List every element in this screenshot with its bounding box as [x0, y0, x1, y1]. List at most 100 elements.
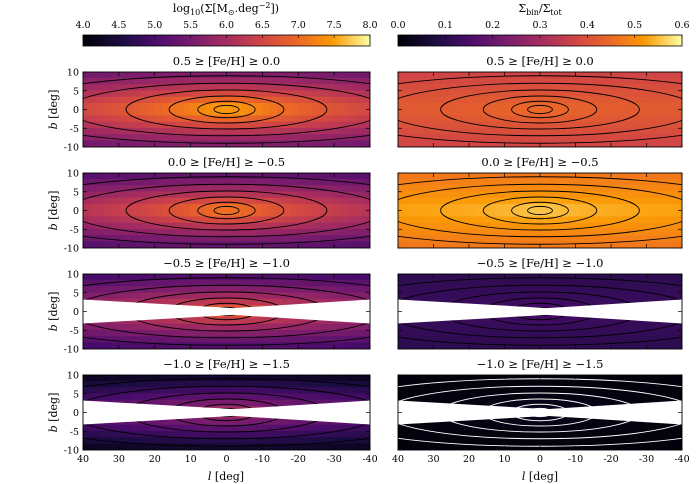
- heat-cell: [582, 424, 591, 432]
- heat-cell: [247, 241, 256, 248]
- heat-cell: [419, 109, 427, 117]
- heat-cell: [546, 430, 555, 438]
- heat-cell: [226, 228, 235, 236]
- heat-cell: [617, 286, 626, 294]
- heat-cell: [147, 185, 156, 193]
- heat-cell: [539, 173, 548, 180]
- heat-cell: [197, 241, 206, 248]
- heat-cell: [497, 437, 505, 445]
- heat-cell: [568, 134, 576, 142]
- heat-cell: [419, 185, 427, 193]
- heat-cell: [290, 210, 299, 218]
- heat-cell: [653, 121, 662, 129]
- heat-cell: [532, 387, 541, 395]
- heat-cell: [247, 380, 256, 388]
- heat-cell: [175, 96, 184, 104]
- heat-cell: [398, 115, 406, 123]
- heat-cell: [111, 121, 120, 129]
- heat-cell: [89, 443, 98, 450]
- heat-cell: [319, 286, 328, 294]
- heat-cell: [247, 178, 256, 186]
- heat-cell: [305, 203, 314, 211]
- heat-cell: [297, 134, 306, 142]
- heat-cell: [404, 77, 413, 85]
- heat-cell: [147, 418, 156, 426]
- heat-cell: [553, 121, 562, 129]
- heat-cell: [319, 430, 328, 438]
- heat-cell: [154, 393, 163, 401]
- heat-cell: [511, 115, 520, 123]
- heat-cell: [632, 134, 640, 142]
- heat-cell: [553, 109, 562, 117]
- heat-cell: [546, 115, 555, 123]
- heat-cell: [419, 203, 427, 211]
- heat-cell: [511, 329, 520, 337]
- heat-cell: [660, 173, 669, 180]
- heat-cell: [511, 203, 520, 211]
- heat-cell: [411, 102, 420, 110]
- heat-cell: [632, 140, 640, 147]
- heat-cell: [89, 185, 98, 193]
- heat-cell: [83, 342, 91, 349]
- heat-cell: [305, 393, 314, 401]
- contour-line: [482, 196, 598, 225]
- heat-cell: [398, 443, 406, 450]
- heat-cell: [276, 102, 285, 110]
- heat-cell: [190, 140, 199, 147]
- heat-cell: [254, 317, 263, 325]
- heat-cell: [518, 77, 527, 85]
- heat-cell: [240, 279, 249, 287]
- heat-cell: [426, 84, 434, 92]
- heat-cell: [297, 424, 306, 432]
- heat-cell: [305, 178, 314, 186]
- heat-cell: [226, 222, 235, 230]
- heat-cell: [610, 286, 619, 294]
- heat-cell: [639, 203, 647, 211]
- heat-cell: [247, 90, 256, 98]
- heat-cell: [211, 90, 220, 98]
- heat-cell: [461, 443, 470, 450]
- heat-cell: [497, 279, 505, 287]
- heat-cell: [440, 109, 449, 117]
- heat-cell: [154, 90, 163, 98]
- heat-cell: [482, 342, 491, 349]
- colorbar-density-title: log10(Σ[M⊙.deg−2]): [173, 1, 279, 17]
- heat-cell: [161, 430, 170, 438]
- heat-cell: [454, 115, 463, 123]
- heat-cell: [426, 203, 434, 211]
- heat-cell: [490, 380, 498, 388]
- heat-cell: [667, 424, 676, 432]
- heat-cell: [511, 336, 520, 344]
- heat-cell: [426, 178, 434, 186]
- heat-cell: [490, 84, 498, 92]
- heat-cell: [240, 430, 249, 438]
- heat-cell: [348, 329, 357, 337]
- heat-cell: [497, 228, 505, 236]
- heat-cell: [440, 72, 449, 79]
- heat-cell: [104, 121, 113, 129]
- heat-cell: [297, 72, 306, 79]
- heat-cell: [233, 96, 242, 104]
- heat-cell: [312, 210, 321, 218]
- heat-cell: [561, 235, 569, 243]
- heat-cell: [183, 387, 192, 395]
- heat-cell: [204, 228, 213, 236]
- heat-cell: [504, 329, 513, 337]
- heat-cell: [183, 342, 192, 349]
- heat-cell: [610, 127, 619, 135]
- heat-cell: [89, 437, 98, 445]
- heat-cell: [504, 127, 513, 135]
- heat-cell: [461, 77, 470, 85]
- heat-cell: [646, 286, 655, 294]
- heat-cell: [660, 109, 669, 117]
- heat-cell: [440, 90, 449, 98]
- heat-cell: [447, 121, 456, 129]
- heat-cell: [617, 235, 626, 243]
- heat-cell: [667, 127, 676, 135]
- heat-cell: [504, 178, 513, 186]
- heat-cell: [297, 329, 306, 337]
- heat-cell: [362, 115, 370, 123]
- heat-cell: [596, 72, 605, 79]
- heat-cell: [511, 279, 520, 287]
- heat-cell: [262, 102, 271, 110]
